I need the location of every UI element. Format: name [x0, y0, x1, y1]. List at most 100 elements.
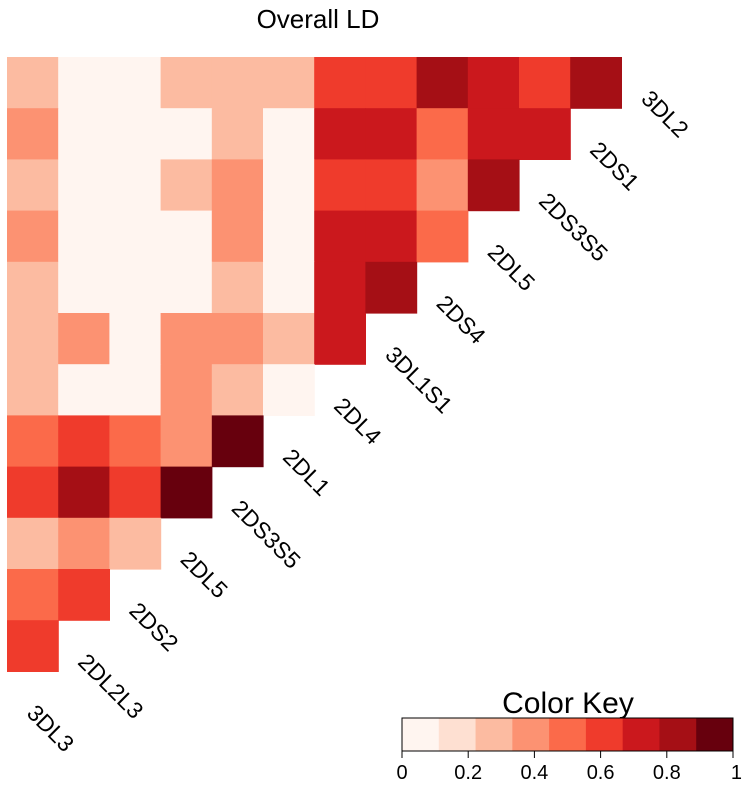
heatmap-cell — [570, 57, 622, 109]
heatmap-cell — [416, 159, 469, 212]
heatmap-cell — [7, 364, 59, 416]
heatmap-cell — [160, 466, 213, 519]
heatmap-cell — [58, 364, 110, 416]
heatmap-cell — [7, 210, 59, 263]
heatmap-cell — [58, 517, 110, 570]
heatmap-cell — [7, 466, 59, 519]
heatmap-cell — [211, 364, 264, 416]
color-key-swatch — [402, 718, 440, 751]
row-label: 2DL1 — [278, 444, 335, 501]
heatmap-cell — [211, 57, 264, 109]
color-key-tick-label: 0.8 — [653, 762, 681, 784]
heatmap-cell — [263, 261, 315, 314]
heatmap-cell — [314, 261, 366, 314]
heatmap-cell — [263, 108, 315, 160]
heatmap-cell — [109, 57, 162, 109]
heatmap-cell — [109, 210, 162, 263]
heatmap-cell — [314, 210, 366, 263]
heatmap-cell — [314, 313, 366, 365]
heatmap-cell — [109, 364, 162, 416]
heatmap-cell — [7, 620, 59, 672]
heatmap-cell — [211, 108, 264, 160]
color-key-tick-label: 0.6 — [587, 762, 615, 784]
color-key-border — [401, 717, 734, 752]
heatmap-cell — [7, 159, 59, 212]
heatmap-cell — [7, 261, 59, 314]
heatmap-cell — [519, 108, 571, 160]
heatmap-cell — [160, 210, 213, 263]
color-key-tick-label: 0.2 — [454, 762, 482, 784]
heatmap-cell — [7, 108, 59, 160]
heatmap-cell — [211, 159, 264, 212]
heatmap-cell — [160, 159, 213, 212]
heatmap-cell — [263, 57, 315, 109]
heatmap-cell — [7, 313, 59, 365]
row-label: 2DS2 — [124, 597, 183, 656]
heatmap-cell — [365, 159, 418, 212]
heatmap-cells — [7, 57, 622, 672]
heatmap-cell — [7, 517, 59, 570]
heatmap-cell — [263, 159, 315, 212]
heatmap-cell — [109, 415, 162, 468]
heatmap-cell — [263, 364, 315, 416]
row-label: 3DL3 — [22, 700, 79, 757]
heatmap-cell — [109, 159, 162, 212]
color-key-swatches — [401, 717, 734, 752]
color-key-swatch — [696, 718, 734, 751]
heatmap-cell — [211, 261, 264, 314]
heatmap-cell — [416, 57, 469, 109]
row-label: 2DS3S5 — [227, 495, 306, 574]
heatmap-cell — [519, 57, 571, 109]
heatmap-cell — [467, 108, 520, 160]
color-key-swatch — [549, 718, 587, 751]
heatmap-cell — [263, 210, 315, 263]
heatmap-cell — [7, 569, 59, 621]
heatmap-cell — [58, 466, 110, 519]
heatmap-cell — [314, 159, 366, 212]
color-key-swatch — [512, 718, 550, 751]
color-key-swatch — [475, 718, 513, 751]
heatmap-cell — [314, 57, 366, 109]
row-label: 2DS1 — [585, 136, 644, 195]
color-key-swatch — [438, 718, 477, 751]
heatmap-cell — [58, 313, 110, 365]
heatmap-cell — [58, 261, 110, 314]
heatmap-cell — [416, 210, 469, 263]
heatmap-cell — [160, 313, 213, 365]
heatmap-cell — [109, 261, 162, 314]
heatmap-cell — [467, 57, 520, 109]
color-key-tick-label: 0 — [396, 762, 407, 784]
heatmap-cell — [58, 57, 110, 109]
row-label: 2DS4 — [432, 290, 491, 349]
row-label: 3DL2 — [636, 85, 693, 142]
heatmap-cell — [160, 108, 213, 160]
row-label: 2DL2L3 — [73, 648, 148, 723]
row-label: 2DS3S5 — [534, 188, 613, 267]
heatmap-cell — [7, 57, 59, 109]
row-label: 3DL1S1 — [380, 341, 457, 418]
color-key-swatch — [585, 718, 624, 751]
heatmap-cell — [365, 210, 418, 263]
color-key-swatch — [659, 718, 697, 751]
heatmap-cell — [314, 108, 366, 160]
heatmap-cell — [109, 517, 162, 570]
heatmap-cell — [211, 210, 264, 263]
color-key-tick-label: 1 — [731, 762, 742, 784]
heatmap-cell — [109, 108, 162, 160]
row-label: 2DL5 — [176, 546, 233, 603]
row-label: 2DL4 — [329, 392, 386, 449]
color-key-swatch — [622, 718, 660, 751]
color-key-title: Color Key — [502, 687, 634, 720]
heatmap-cell — [58, 415, 110, 468]
heatmap-cell — [160, 364, 213, 416]
color-key-ticks: 0 0.2 0.4 0.6 0.8 1 — [396, 751, 742, 784]
row-label: 2DL5 — [483, 239, 540, 296]
heatmap-cell — [416, 108, 469, 160]
chart-title: Overall LD — [257, 4, 380, 34]
heatmap-cell — [58, 210, 110, 263]
heatmap-cell — [58, 108, 110, 160]
heatmap-cell — [467, 159, 520, 212]
heatmap-cell — [7, 415, 59, 468]
heatmap-cell — [58, 569, 110, 621]
